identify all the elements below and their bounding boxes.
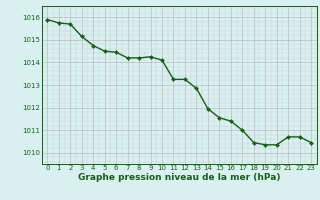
X-axis label: Graphe pression niveau de la mer (hPa): Graphe pression niveau de la mer (hPa)	[78, 173, 280, 182]
